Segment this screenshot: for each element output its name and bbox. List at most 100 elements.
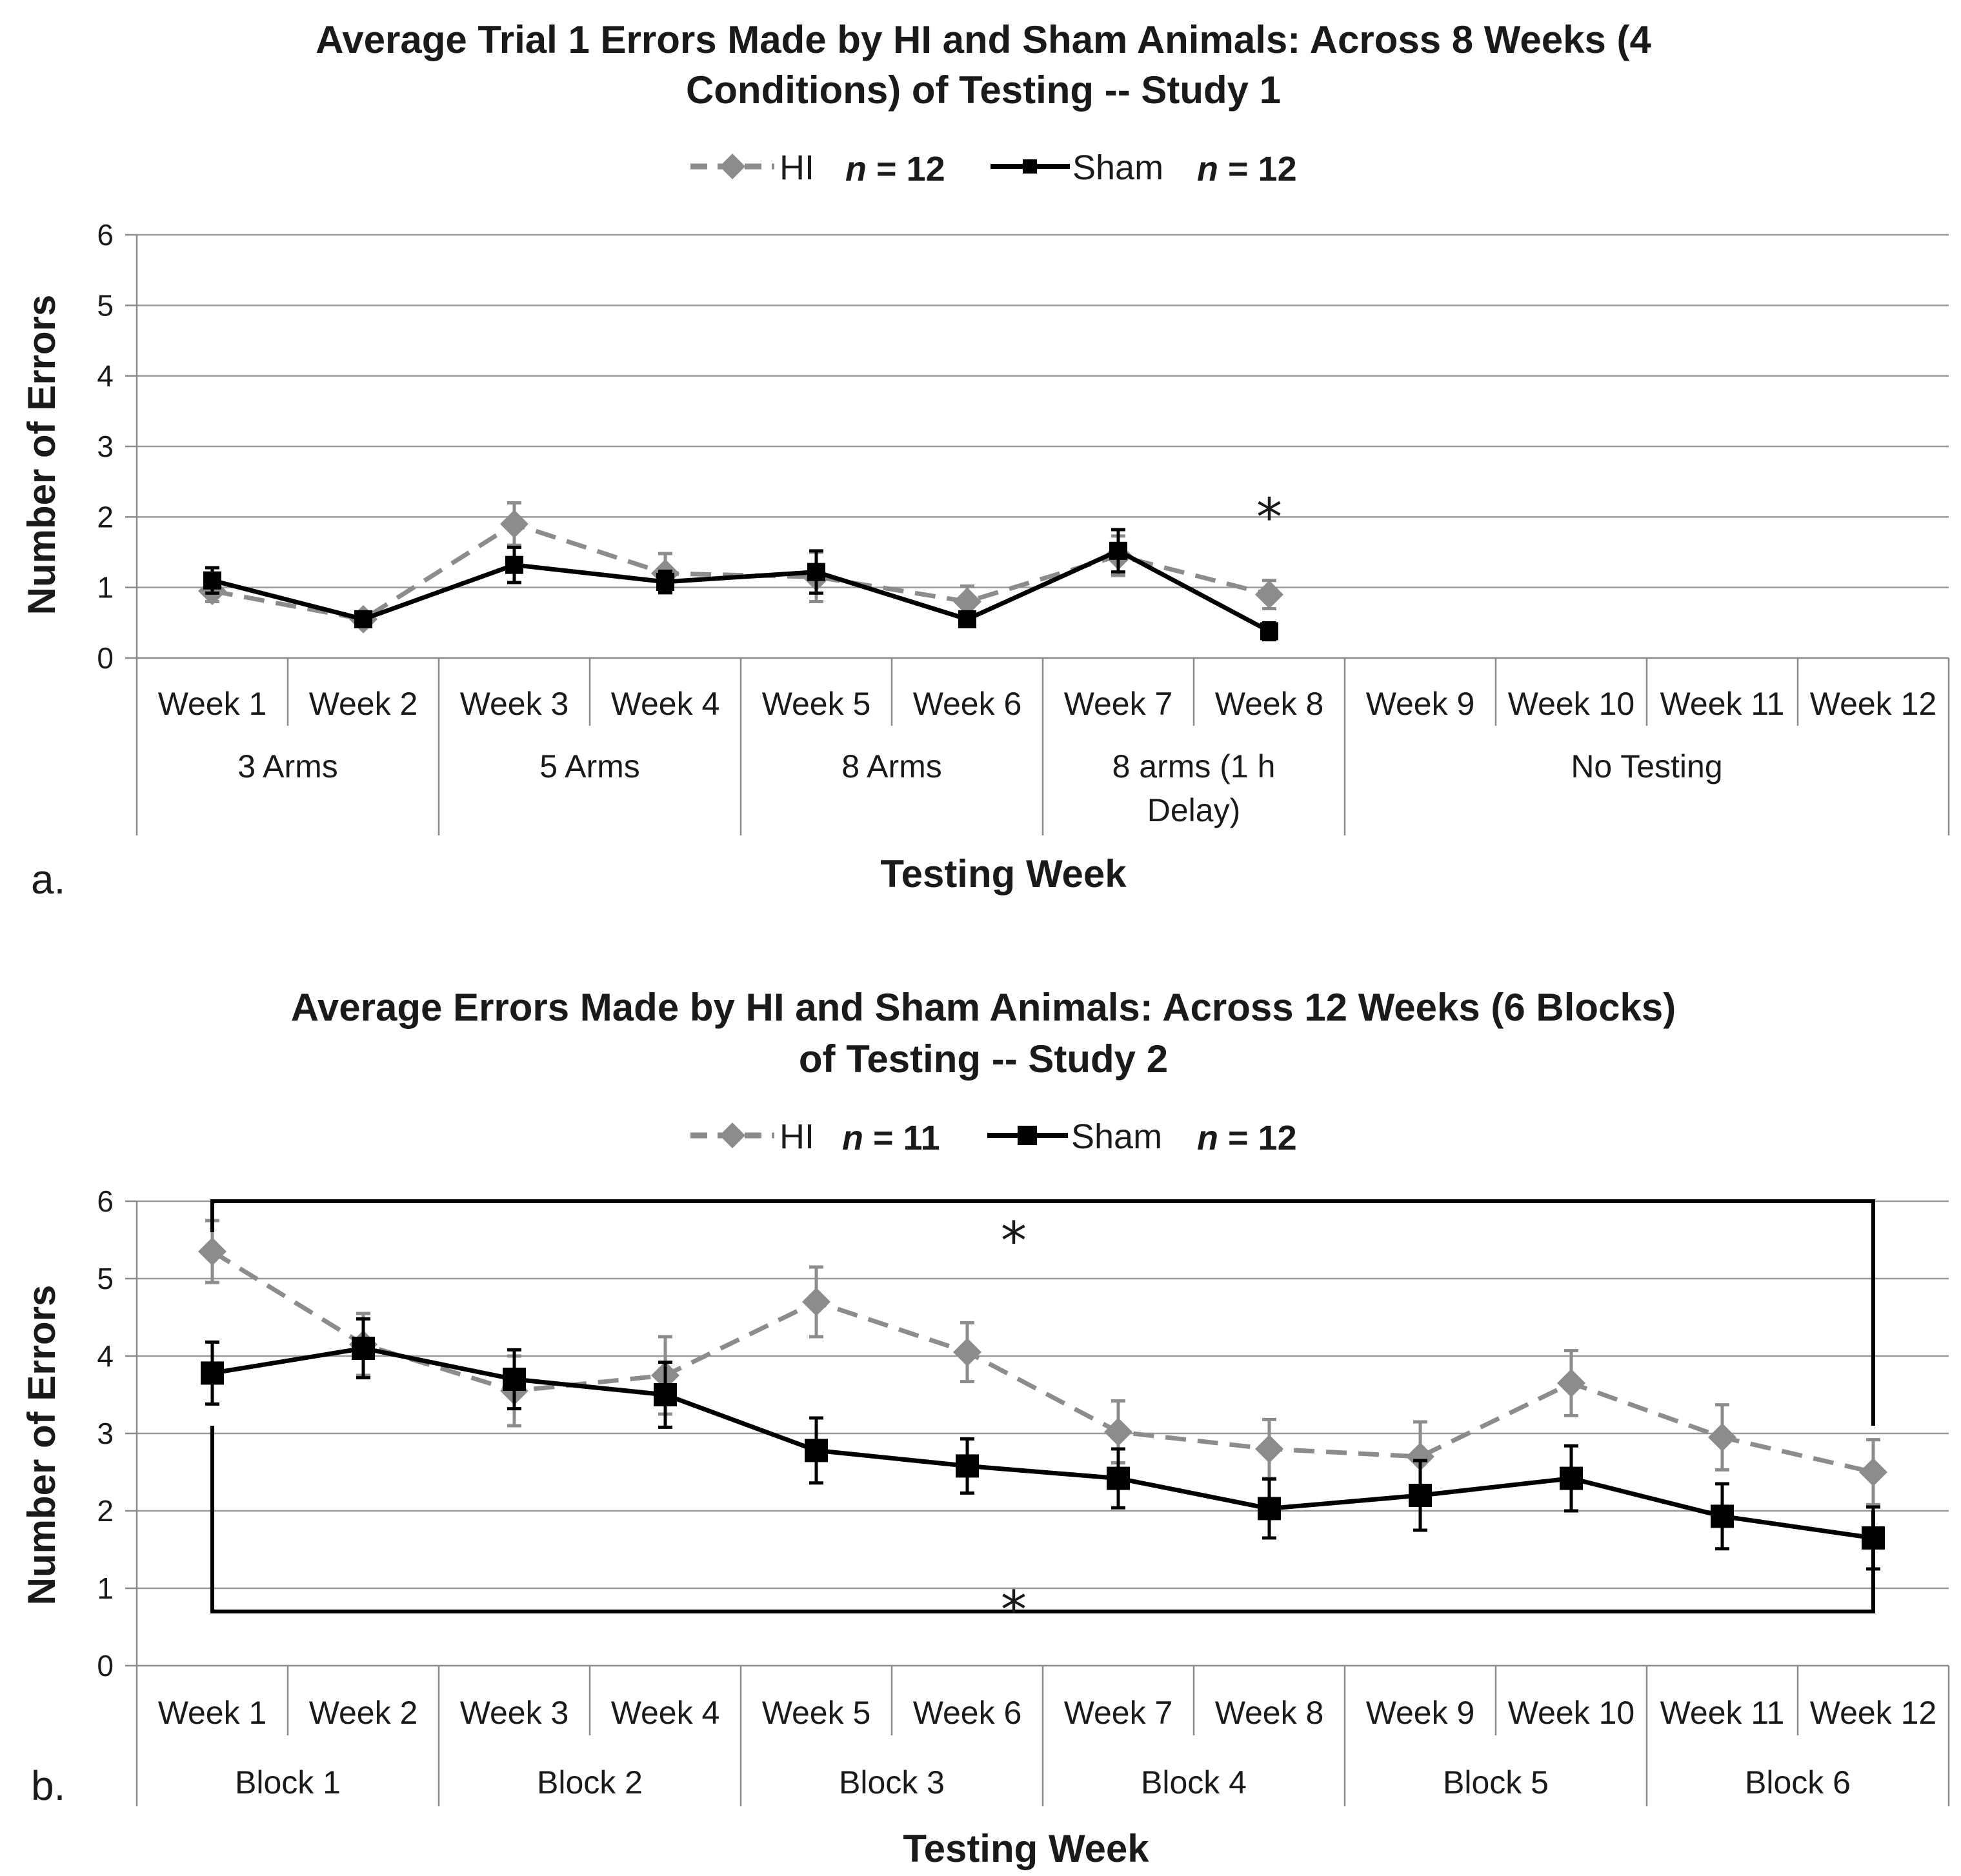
- legend-sham-n: n = 12: [1197, 1119, 1297, 1157]
- x-group-label: Block 3: [839, 1764, 945, 1801]
- data-point: [1708, 1423, 1736, 1452]
- legend-hi-label: HI: [779, 1117, 814, 1156]
- panel-a: Average Trial 1 Errors Made by HI and Sh…: [20, 18, 1950, 903]
- data-point: [1406, 1442, 1434, 1471]
- data-point: [354, 610, 372, 628]
- panel-b-x-axis: Week 1 Week 2 Week 3 Week 4 Week 5 Week 6 Week…: [136, 1666, 1950, 1806]
- series-line: [212, 1346, 1874, 1541]
- panel-b: Average Errors Made by HI and Sham Anima…: [20, 986, 1950, 1870]
- data-point: [1859, 1458, 1887, 1486]
- data-point: [1557, 1369, 1585, 1397]
- x-tick-label: Week 1: [158, 1695, 267, 1731]
- y-tick-label: 5: [97, 288, 114, 322]
- panel-a-legend: HI n = 12 Sham n = 12: [690, 148, 1297, 188]
- y-tick-label: 4: [97, 1339, 114, 1373]
- x-tick-label: Week 4: [611, 686, 720, 722]
- panel-b-significance-brackets: * *: [210, 1199, 1875, 1640]
- legend-hi-n: n = 12: [845, 150, 945, 188]
- data-point: [802, 1288, 830, 1316]
- data-point: [1255, 580, 1283, 609]
- x-tick-label: Week 11: [1660, 686, 1785, 722]
- panel-a-title-line-1: Average Trial 1 Errors Made by HI and Sh…: [316, 18, 1651, 61]
- x-group-label: Delay): [1147, 792, 1240, 828]
- x-tick-label: Week 12: [1810, 1695, 1936, 1731]
- x-tick-label: Week 1: [158, 686, 267, 722]
- x-tick-label: Week 6: [913, 1695, 1022, 1731]
- x-tick-label: Week 5: [762, 1695, 871, 1731]
- panel-b-title-line-2: of Testing -- Study 2: [799, 1037, 1168, 1081]
- y-tick-label: 0: [97, 1649, 114, 1682]
- series-sham: [203, 528, 1278, 642]
- y-tick-label: 0: [97, 641, 114, 675]
- y-tick-label: 2: [97, 500, 114, 534]
- panel-b-x-axis-title: Testing Week: [903, 1827, 1149, 1870]
- data-point: [953, 1338, 981, 1366]
- legend-hi-diamond-icon: [719, 1123, 745, 1148]
- data-point: [1255, 1435, 1283, 1463]
- data-point: [1258, 1497, 1281, 1521]
- y-tick-label: 6: [97, 218, 114, 252]
- x-tick-label: Week 5: [762, 686, 871, 722]
- legend-sham-n: n = 12: [1197, 150, 1297, 188]
- x-tick-label: Week 9: [1366, 1695, 1475, 1731]
- bottom-significance-bracket: [210, 1426, 1875, 1613]
- data-point: [656, 572, 674, 591]
- data-point: [1107, 1466, 1130, 1490]
- legend-sham-label: Sham: [1072, 148, 1163, 187]
- x-tick-label: Week 7: [1064, 1695, 1173, 1731]
- x-group-label: Block 2: [537, 1764, 643, 1801]
- x-group-label: Block 1: [235, 1764, 341, 1801]
- data-point: [956, 1454, 979, 1478]
- data-point: [1560, 1466, 1583, 1490]
- panel-a-y-ticks: 0 1 2 3 4 5 6: [97, 218, 114, 675]
- bottom-significance-star: *: [1001, 1580, 1027, 1640]
- data-point: [203, 571, 221, 590]
- x-group-label: 8 arms (1 h: [1112, 748, 1276, 784]
- panel-a-label: a.: [31, 856, 65, 903]
- panel-b-legend: HI n = 11 Sham n = 12: [690, 1117, 1297, 1157]
- x-tick-label: Week 12: [1810, 686, 1936, 722]
- x-group-label: No Testing: [1571, 748, 1722, 784]
- panel-b-gridlines: [125, 1200, 1949, 1667]
- y-tick-label: 4: [97, 359, 114, 393]
- x-tick-label: Week 7: [1064, 686, 1173, 722]
- x-group-label: Block 5: [1443, 1764, 1549, 1801]
- panel-b-y-ticks: 0 1 2 3 4 5 6: [97, 1184, 114, 1682]
- x-tick-label: Week 11: [1660, 1695, 1785, 1731]
- legend-hi-diamond-icon: [719, 154, 745, 179]
- x-group-label: 8 Arms: [841, 748, 942, 784]
- legend-sham-label: Sham: [1071, 1117, 1162, 1156]
- panel-a-y-axis-title: Number of Errors: [20, 295, 63, 615]
- data-point: [805, 1439, 828, 1462]
- y-tick-label: 3: [97, 430, 114, 463]
- data-point: [1104, 1417, 1132, 1446]
- x-tick-label: Week 8: [1215, 1695, 1324, 1731]
- legend-sham-square-icon: [1018, 1126, 1037, 1145]
- data-point: [1260, 622, 1278, 641]
- panel-a-title-line-2: Conditions) of Testing -- Study 1: [686, 68, 1281, 112]
- series-line: [211, 1250, 1874, 1475]
- panel-b-series: [198, 1219, 1887, 1571]
- data-point: [500, 510, 528, 539]
- panel-b-label: b.: [31, 1762, 65, 1809]
- y-tick-label: 1: [97, 1572, 114, 1605]
- legend-sham-square-icon: [1023, 159, 1037, 174]
- x-group-label: 3 Arms: [237, 748, 338, 784]
- x-tick-label: Week 6: [913, 686, 1022, 722]
- panel-b-y-axis-title: Number of Errors: [20, 1285, 63, 1606]
- data-point: [505, 555, 523, 574]
- panel-a-series: [198, 501, 1283, 642]
- x-group-label: 5 Arms: [539, 748, 640, 784]
- x-tick-label: Week 10: [1508, 686, 1634, 722]
- x-tick-label: Week 10: [1508, 1695, 1634, 1731]
- data-point: [198, 1237, 226, 1266]
- x-tick-label: Week 8: [1215, 686, 1324, 722]
- panel-a-significance-star: *: [1256, 487, 1282, 547]
- y-tick-label: 2: [97, 1494, 114, 1528]
- x-tick-label: Week 2: [309, 1695, 418, 1731]
- y-tick-label: 3: [97, 1417, 114, 1450]
- y-tick-label: 1: [97, 571, 114, 604]
- data-point: [1409, 1484, 1432, 1507]
